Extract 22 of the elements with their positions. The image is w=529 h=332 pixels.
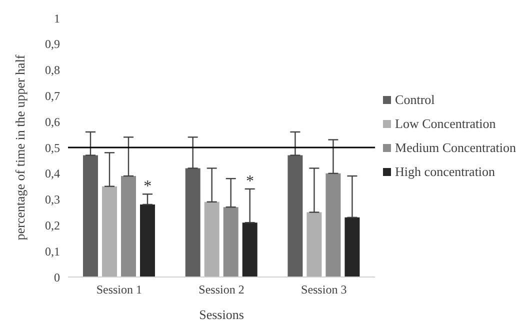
legend-label: Medium Concentration — [395, 139, 516, 157]
y-tick-label: 0,7 — [45, 88, 60, 103]
legend-label: High concentration — [395, 163, 496, 181]
x-tick-label: Session 3 — [301, 282, 347, 297]
legend-label: Low Concentration — [395, 115, 496, 133]
y-tick-label: 0,8 — [45, 63, 60, 78]
y-tick-label: 0 — [54, 270, 60, 284]
x-tick-label: Session 2 — [198, 282, 244, 297]
x-tick-label: Session 1 — [96, 282, 142, 297]
y-axis-title: percentage of time in the upper half — [12, 54, 28, 240]
annotation: * — [246, 172, 254, 190]
y-tick-label: 0,6 — [45, 114, 60, 129]
x-axis-title: Sessions — [199, 307, 244, 322]
y-tick-label: 0,2 — [45, 218, 60, 232]
y-tick-label: 0,1 — [45, 244, 60, 258]
annotation: * — [144, 178, 152, 196]
legend-label: Control — [395, 91, 435, 109]
y-tick-label: 0,3 — [45, 192, 60, 207]
y-tick-label: 0,9 — [45, 37, 60, 52]
y-tick-label: 1 — [54, 11, 60, 26]
y-tick-label: 0,5 — [45, 140, 60, 155]
y-tick-label: 0,4 — [45, 166, 60, 181]
